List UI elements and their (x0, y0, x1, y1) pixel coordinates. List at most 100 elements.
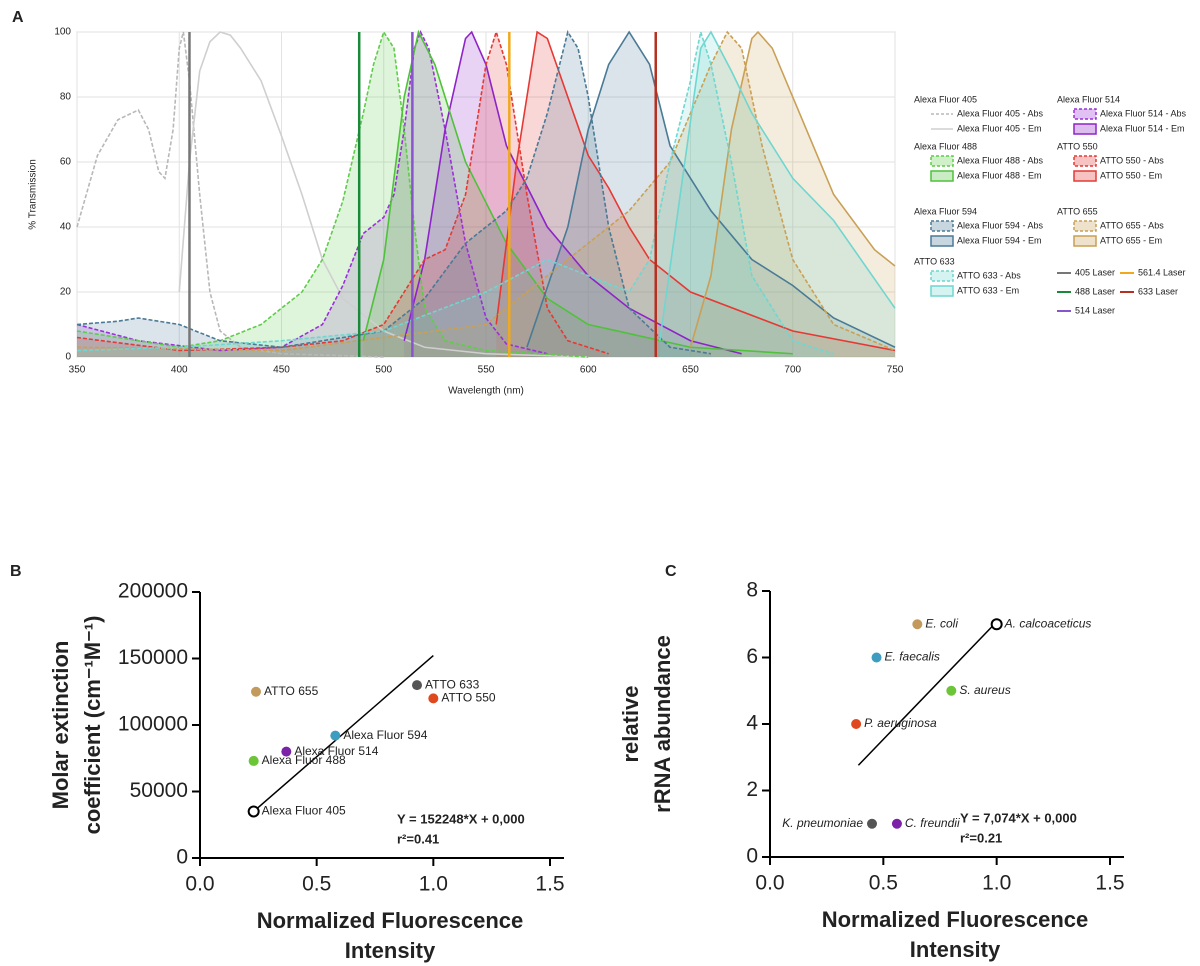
y-tick-label: 0 (746, 845, 758, 868)
data-point (251, 686, 261, 697)
panel-label: C (665, 563, 677, 580)
legend-label: Alexa Fluor 514 - Em (1100, 123, 1185, 133)
data-point (247, 805, 260, 818)
point-label: P. aeruginosa (864, 716, 937, 730)
y-axis-label: relative (618, 685, 643, 762)
legend-swatch (930, 155, 954, 167)
legend-swatch (1073, 170, 1097, 182)
y-tick-label: 0 (65, 352, 71, 363)
point-label: A. calcoaceticus (1004, 616, 1092, 630)
x-axis-label: Intensity (910, 937, 1001, 962)
x-tick-label: 350 (69, 365, 86, 376)
point-label: ATTO 633 (425, 677, 480, 691)
legend-label: Alexa Fluor 488 - Abs (957, 155, 1044, 165)
legend-group-title: ATTO 633 (914, 256, 955, 266)
legend-group-title: Alexa Fluor 405 (914, 94, 977, 104)
legend-label: 405 Laser (1075, 267, 1115, 277)
spectrum-line (362, 29, 793, 355)
legend-label: Alexa Fluor 594 - Abs (957, 220, 1044, 230)
legend-label: ATTO 550 - Em (1100, 170, 1162, 180)
spectrum-line (403, 30, 742, 355)
legend-group-title: ATTO 655 (1057, 206, 1098, 216)
data-point (871, 652, 882, 663)
data-point (891, 818, 902, 829)
fit-equation: Y = 152248*X + 0,000 (397, 811, 525, 826)
x-axis-label: Wavelength (nm) (448, 386, 524, 397)
panel-label: A (12, 9, 24, 26)
legend-swatch (930, 220, 954, 232)
data-point (867, 818, 877, 829)
x-tick-label: 550 (478, 365, 495, 376)
y-tick-label: 150000 (118, 646, 188, 669)
data-point (428, 693, 439, 704)
legend-label: 514 Laser (1075, 305, 1115, 315)
point-label: E. faecalis (885, 650, 940, 664)
legend-label: 488 Laser (1075, 286, 1115, 296)
data-point (946, 685, 957, 696)
legend-label: Alexa Fluor 514 - Abs (1100, 108, 1187, 118)
point-label: ATTO 655 (264, 684, 319, 698)
y-tick-label: 2 (746, 778, 758, 801)
point-label: K. pneumoniae (782, 816, 863, 830)
x-axis-label: Intensity (345, 938, 436, 963)
panel-label: B (10, 563, 22, 580)
legend-label: Alexa Fluor 488 - Em (957, 170, 1042, 180)
point-label: C. freundii (905, 816, 960, 830)
legend-label: Alexa Fluor 405 - Em (957, 123, 1042, 133)
data-point (281, 746, 292, 757)
spectrum-area (77, 32, 548, 357)
fit-r2: r²=0.21 (960, 830, 1002, 845)
point-label: Alexa Fluor 514 (294, 744, 378, 758)
y-axis-label: rRNA abundance (650, 635, 675, 813)
spectrum-area (77, 32, 589, 357)
x-tick-label: 500 (375, 365, 392, 376)
point-label: S. aureus (959, 683, 1010, 697)
spectrum-area (659, 32, 895, 357)
legend-label: Alexa Fluor 405 - Abs (957, 108, 1044, 118)
legend-group-title: Alexa Fluor 514 (1057, 94, 1120, 104)
spectrum-line (495, 30, 896, 352)
spectrum-line (76, 28, 834, 355)
data-point (412, 680, 422, 691)
legend-swatch (1073, 235, 1097, 247)
legend-label: 633 Laser (1138, 286, 1178, 296)
x-tick-label: 650 (682, 365, 699, 376)
x-axis-label: Normalized Fluorescence (257, 908, 524, 933)
spectrum-area (363, 32, 793, 357)
legend-group-title: ATTO 550 (1057, 141, 1098, 151)
data-point (912, 619, 923, 630)
y-tick-label: 20 (60, 287, 72, 298)
y-tick-label: 60 (60, 157, 72, 168)
spectrum-line (526, 30, 896, 348)
spectrum-area (77, 32, 609, 357)
spectrum-line (76, 30, 896, 352)
legend-swatch (1073, 155, 1097, 167)
fit-line (857, 621, 998, 766)
spectrum-area (77, 32, 711, 357)
spectrum-line (76, 31, 384, 358)
legend-label: 561.4 Laser (1138, 267, 1186, 277)
y-tick-label: 100 (54, 27, 71, 38)
y-tick-label: 4 (746, 712, 758, 735)
legend-label: ATTO 633 - Em (957, 285, 1019, 295)
legend-label: Alexa Fluor 594 - Em (957, 235, 1042, 245)
spectrum-area (404, 32, 742, 357)
x-tick-label: 0.5 (869, 872, 898, 895)
data-point (330, 730, 341, 741)
x-tick-label: 1.0 (982, 872, 1011, 895)
y-tick-label: 80 (60, 92, 72, 103)
point-label: E. coli (925, 616, 958, 630)
y-tick-label: 40 (60, 222, 72, 233)
spectrum-area (690, 32, 895, 357)
legend-swatch (1073, 108, 1097, 120)
y-tick-label: 100000 (118, 713, 188, 736)
point-label: Alexa Fluor 488 (262, 753, 346, 767)
spectrum-area (77, 32, 834, 357)
y-axis-label: % Transmission (28, 159, 39, 230)
y-tick-label: 0 (176, 846, 188, 869)
fit-line (253, 654, 434, 812)
y-tick-label: 8 (746, 579, 758, 602)
x-tick-label: 0.0 (185, 873, 214, 896)
spectrum-area (526, 32, 895, 357)
point-label: Alexa Fluor 594 (343, 728, 427, 742)
